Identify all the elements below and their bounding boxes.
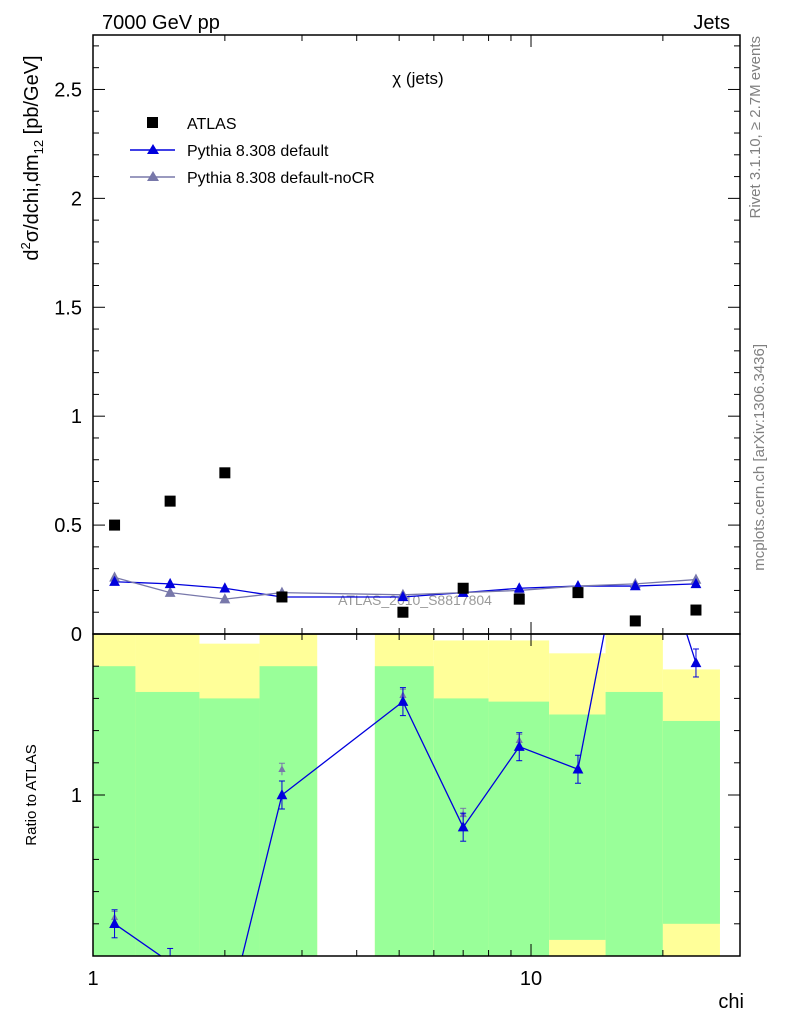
ratio-green-band-1 (135, 691, 200, 956)
x-axis-label: chi (718, 991, 744, 1013)
main-ytick-label: 2 (71, 188, 82, 210)
main-line-series-1 (114, 581, 696, 598)
y-axis-label-mid: σ/dchi,dm (21, 154, 43, 242)
main-point-atlas-0 (109, 519, 121, 531)
main-ytick-label: 1 (71, 406, 82, 428)
x-tick-label: 1 (87, 968, 98, 990)
legend-marker-default (147, 144, 159, 154)
main-point-series-1-1 (164, 577, 176, 589)
main-point-series-1-9 (690, 577, 702, 589)
main-point-atlas-8 (629, 615, 641, 627)
main-ticks: 0 0.5 1 1.5 2 2.5 (54, 35, 741, 646)
ratio-panel: 1 1 10 Ratio to ATLAS chi (23, 633, 744, 1013)
rivet-label: Rivet 3.1.10, ≥ 2.7M events (747, 36, 764, 219)
main-point-atlas-7 (572, 587, 584, 599)
header-left-title: 7000 GeV pp (102, 12, 220, 34)
main-point-series-1-8 (629, 580, 641, 591)
main-lines (114, 576, 697, 600)
ratio-points (109, 648, 702, 956)
main-panel: 0 0.5 1 1.5 2 2.5 χ (jets) ATLAS_2010_S881780… (18, 34, 741, 646)
main-ytick-label: 2.5 (54, 79, 82, 101)
main-point-atlas-4 (397, 606, 409, 618)
y-axis-label-unit: [pb/GeV] (21, 55, 43, 140)
ratio-y-axis-label: Ratio to ATLAS (23, 744, 40, 845)
ratio-green-band-7 (549, 714, 606, 940)
header-right-title: Jets (693, 12, 730, 34)
ratio-point-default-0 (109, 917, 120, 928)
y-axis-label-sup: 2 (18, 242, 33, 249)
ratio-bands (93, 634, 720, 956)
ratio-green-band-9 (662, 720, 720, 924)
main-ytick-label: 0.5 (54, 515, 82, 537)
main-point-atlas-3 (276, 591, 288, 603)
plot-title: χ (jets) (392, 69, 443, 88)
y-axis-label-d: d (21, 250, 43, 261)
x-tick-label: 10 (520, 968, 542, 990)
main-point-atlas-1 (164, 495, 176, 507)
ratio-green-band-2 (199, 698, 260, 956)
ratio-point-default-7 (572, 763, 584, 774)
ratio-point-default-6 (513, 740, 525, 751)
ratio-ytick-label: 1 (71, 785, 82, 807)
ratio-green-band-3 (259, 666, 318, 956)
main-points (109, 467, 702, 627)
ratio-lines (114, 634, 697, 956)
main-point-atlas-5 (457, 582, 469, 594)
legend-label-nocr: Pythia 8.308 default-noCR (187, 170, 375, 187)
ratio-point-default-3 (276, 789, 288, 800)
main-point-series-1-6 (513, 582, 525, 593)
legend-marker-atlas (147, 117, 158, 128)
legend-label-atlas: ATLAS (187, 116, 237, 133)
legend-marker-nocr (147, 171, 159, 181)
main-point-atlas-2 (219, 467, 231, 479)
main-point-series-1-4 (397, 590, 409, 602)
y-axis-label-sub: 12 (31, 140, 46, 154)
legend: ATLAS Pythia 8.308 default Pythia 8.308 … (130, 116, 375, 187)
main-point-atlas-6 (513, 593, 525, 605)
main-ytick-label: 0 (71, 624, 82, 646)
main-point-series-1-0 (109, 575, 120, 586)
ratio-green-band-0 (93, 666, 136, 956)
y-axis-label: d2σ/dchi,dm12 [pb/GeV] (18, 55, 46, 260)
ratio-point-default-9 (690, 656, 702, 668)
main-ytick-label: 1.5 (54, 297, 82, 319)
main-point-series-2-2 (219, 593, 231, 604)
ratio-ticks: 1 1 10 (71, 633, 741, 990)
ratio-green-band-4 (374, 666, 434, 956)
ratio-point-nocr-1 (278, 765, 286, 773)
main-point-atlas-9 (690, 604, 702, 616)
ratio-line-default (114, 634, 697, 956)
main-point-series-2-1 (164, 586, 176, 597)
analysis-watermark: ATLAS_2010_S8817804 (338, 592, 492, 608)
main-line-series-2 (114, 576, 697, 600)
ratio-green-band-8 (605, 691, 663, 956)
ratio-point-default-4 (397, 695, 409, 706)
mcplots-label: mcplots.cern.ch [arXiv:1306.3436] (751, 344, 768, 571)
ratio-point-default-5 (457, 821, 469, 832)
main-point-series-1-2 (219, 582, 231, 593)
legend-label-default: Pythia 8.308 default (187, 143, 329, 160)
